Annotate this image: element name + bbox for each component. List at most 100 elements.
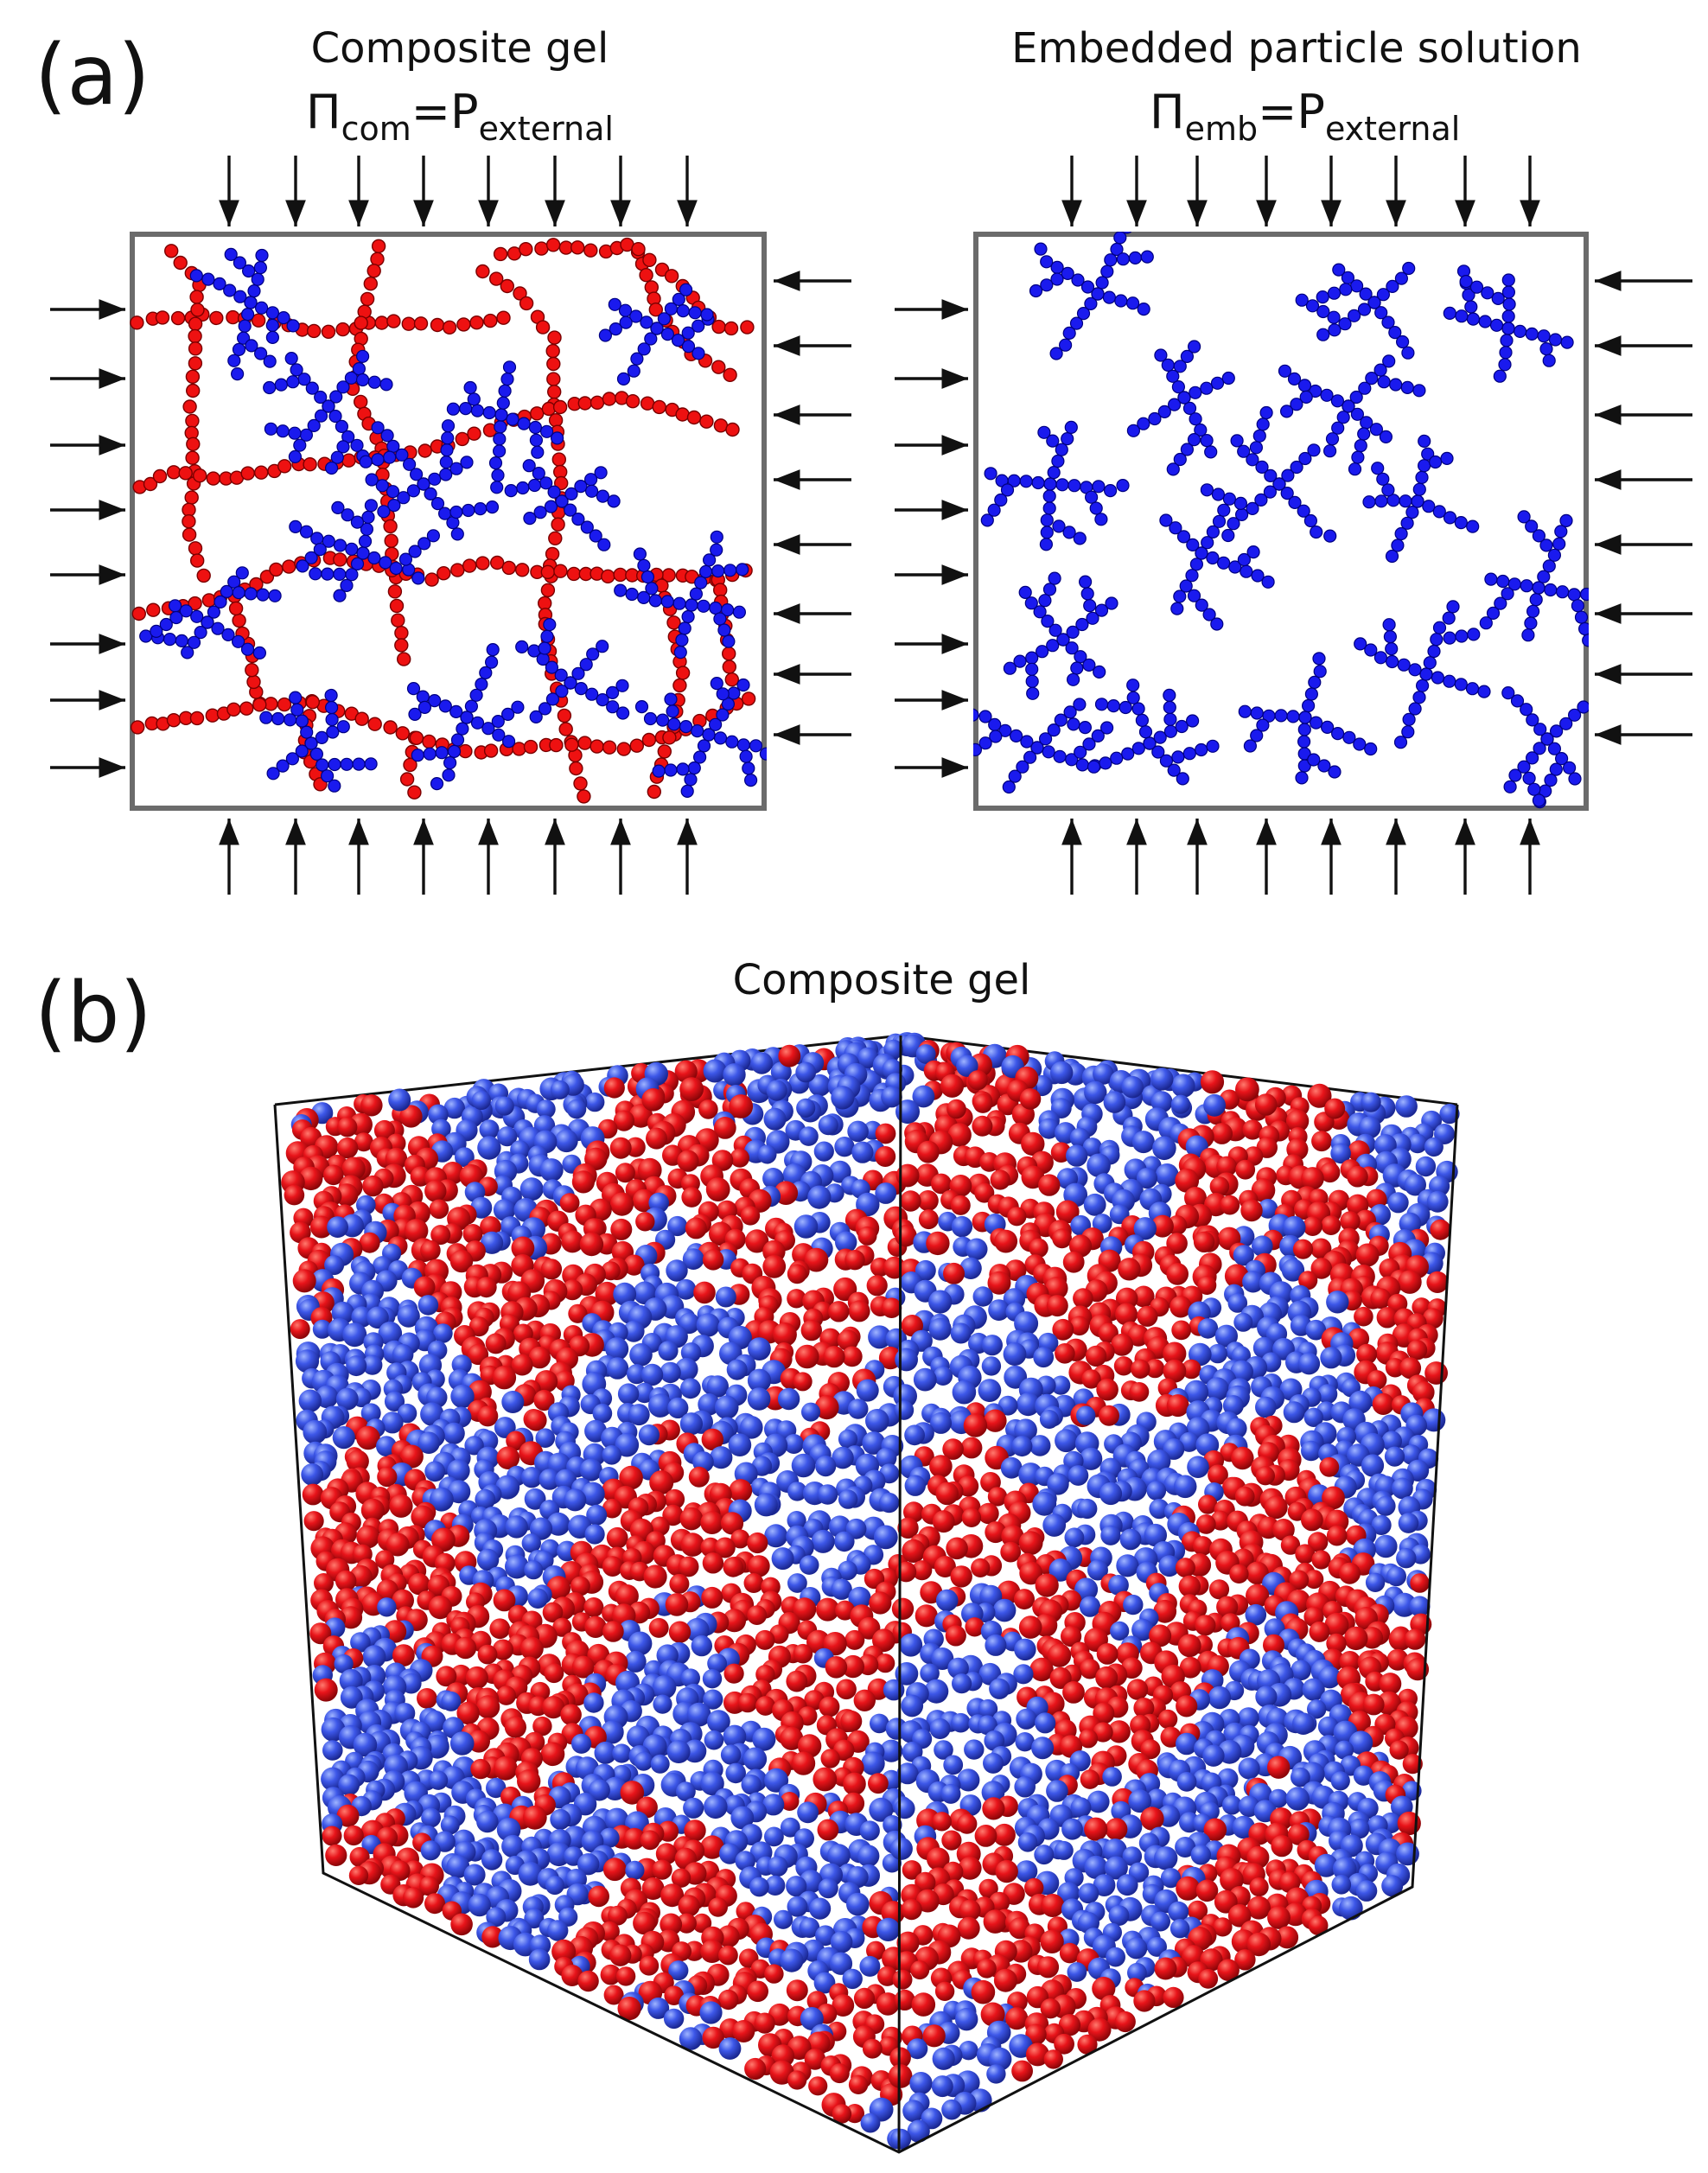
embedded-sphere xyxy=(1014,1775,1036,1798)
embedded-bead xyxy=(1316,304,1330,319)
embedded-bead xyxy=(1179,579,1193,593)
embedded-bead xyxy=(1353,737,1367,751)
gel-sphere xyxy=(299,1166,323,1191)
gel-monomer xyxy=(240,466,255,481)
embedded-bead xyxy=(264,422,277,436)
embedded-bead xyxy=(1349,390,1363,405)
embedded-sphere xyxy=(847,1399,869,1419)
embedded-bead xyxy=(1357,303,1372,316)
embedded-sphere xyxy=(952,1380,977,1405)
embedded-bead xyxy=(1256,417,1270,431)
embedded-bead xyxy=(1455,629,1469,643)
gel-sphere xyxy=(1046,1295,1068,1317)
embedded-sphere xyxy=(783,1434,804,1454)
embedded-bead xyxy=(435,746,449,760)
embedded-bead xyxy=(597,538,611,551)
gel-sphere xyxy=(793,1597,817,1622)
embedded-bead xyxy=(1272,477,1286,491)
embedded-sphere xyxy=(624,1650,647,1673)
embedded-bead xyxy=(447,744,462,759)
gel-sphere xyxy=(1113,1356,1134,1376)
embedded-bead xyxy=(1238,704,1252,718)
embedded-bead xyxy=(1250,706,1264,720)
embedded-bead xyxy=(449,462,463,475)
gel-monomer xyxy=(360,291,375,307)
embedded-bead xyxy=(470,404,485,417)
embedded-bead xyxy=(1227,517,1240,531)
gel-sphere xyxy=(698,1099,718,1119)
gel-monomer xyxy=(686,410,702,425)
gel-sphere xyxy=(1220,1195,1240,1215)
gel-sphere xyxy=(665,1593,689,1616)
embedded-sphere xyxy=(848,1586,871,1609)
gel-sphere xyxy=(354,1132,373,1152)
gel-sphere xyxy=(1166,1394,1189,1418)
gel-sphere xyxy=(1235,1077,1259,1102)
embedded-bead xyxy=(1533,742,1546,755)
gel-sphere xyxy=(1062,1251,1085,1273)
embedded-bead xyxy=(221,628,235,642)
gel-monomer xyxy=(625,394,640,409)
embedded-bead xyxy=(1382,354,1396,368)
gel-sphere xyxy=(1211,1123,1233,1144)
embedded-bead xyxy=(1501,285,1516,299)
embedded-bead xyxy=(1297,504,1310,518)
embedded-bead xyxy=(1489,318,1504,332)
embedded-sphere xyxy=(420,1840,441,1861)
embedded-bead xyxy=(679,283,693,296)
gel-monomer xyxy=(456,317,471,332)
embedded-sphere xyxy=(909,2072,933,2095)
embedded-sphere xyxy=(443,1097,465,1119)
embedded-bead xyxy=(1401,725,1415,739)
embedded-bead xyxy=(1030,741,1044,755)
embedded-sphere xyxy=(1011,1436,1033,1457)
embedded-bead xyxy=(1529,593,1543,607)
gel-sphere xyxy=(787,1289,806,1309)
embedded-sphere xyxy=(838,1560,857,1581)
embedded-sphere xyxy=(653,1694,672,1714)
embedded-bead xyxy=(233,290,247,303)
embedded-bead xyxy=(1481,286,1494,300)
gel-sphere xyxy=(465,1666,488,1690)
embedded-bead xyxy=(494,420,507,434)
embedded-sphere xyxy=(706,1375,729,1398)
embedded-sphere xyxy=(875,1182,897,1204)
gel-monomer xyxy=(367,717,382,731)
gel-monomer xyxy=(551,452,566,467)
embedded-sphere xyxy=(698,1393,720,1416)
embedded-bead xyxy=(1064,420,1078,434)
embedded-bead xyxy=(1176,530,1191,544)
embedded-sphere xyxy=(808,1074,832,1097)
embedded-bead xyxy=(1479,616,1493,630)
embedded-bead xyxy=(299,525,314,538)
embedded-bead xyxy=(1401,346,1415,360)
gel-monomer xyxy=(370,252,385,266)
gel-sphere xyxy=(701,1586,723,1609)
embedded-sphere xyxy=(929,1718,951,1739)
embedded-bead xyxy=(1151,745,1165,759)
gel-sphere xyxy=(546,1576,571,1600)
gel-sphere xyxy=(1095,1666,1118,1689)
gel-monomer xyxy=(305,695,320,710)
embedded-sphere xyxy=(679,1412,704,1436)
gel-sphere xyxy=(761,1577,781,1597)
embedded-bead xyxy=(1577,700,1589,714)
embedded-bead xyxy=(615,679,629,692)
gel-sphere xyxy=(819,1696,840,1717)
gel-monomer xyxy=(675,666,691,680)
embedded-bead xyxy=(1359,287,1373,301)
embedded-bead xyxy=(1056,633,1070,647)
gel-monomer xyxy=(190,303,205,317)
embedded-bead xyxy=(973,708,979,722)
gel-monomer xyxy=(182,514,196,529)
embedded-bead xyxy=(984,467,997,481)
equation-equals: =P xyxy=(411,85,479,139)
gel-sphere xyxy=(477,1405,499,1427)
gel-monomer xyxy=(363,277,378,291)
gel-monomer xyxy=(226,309,240,325)
embedded-sphere xyxy=(1079,1596,1101,1617)
gel-sphere xyxy=(1229,1564,1249,1584)
embedded-bead xyxy=(584,484,599,498)
embedded-sphere xyxy=(757,1144,777,1164)
gel-sphere xyxy=(485,1333,507,1354)
